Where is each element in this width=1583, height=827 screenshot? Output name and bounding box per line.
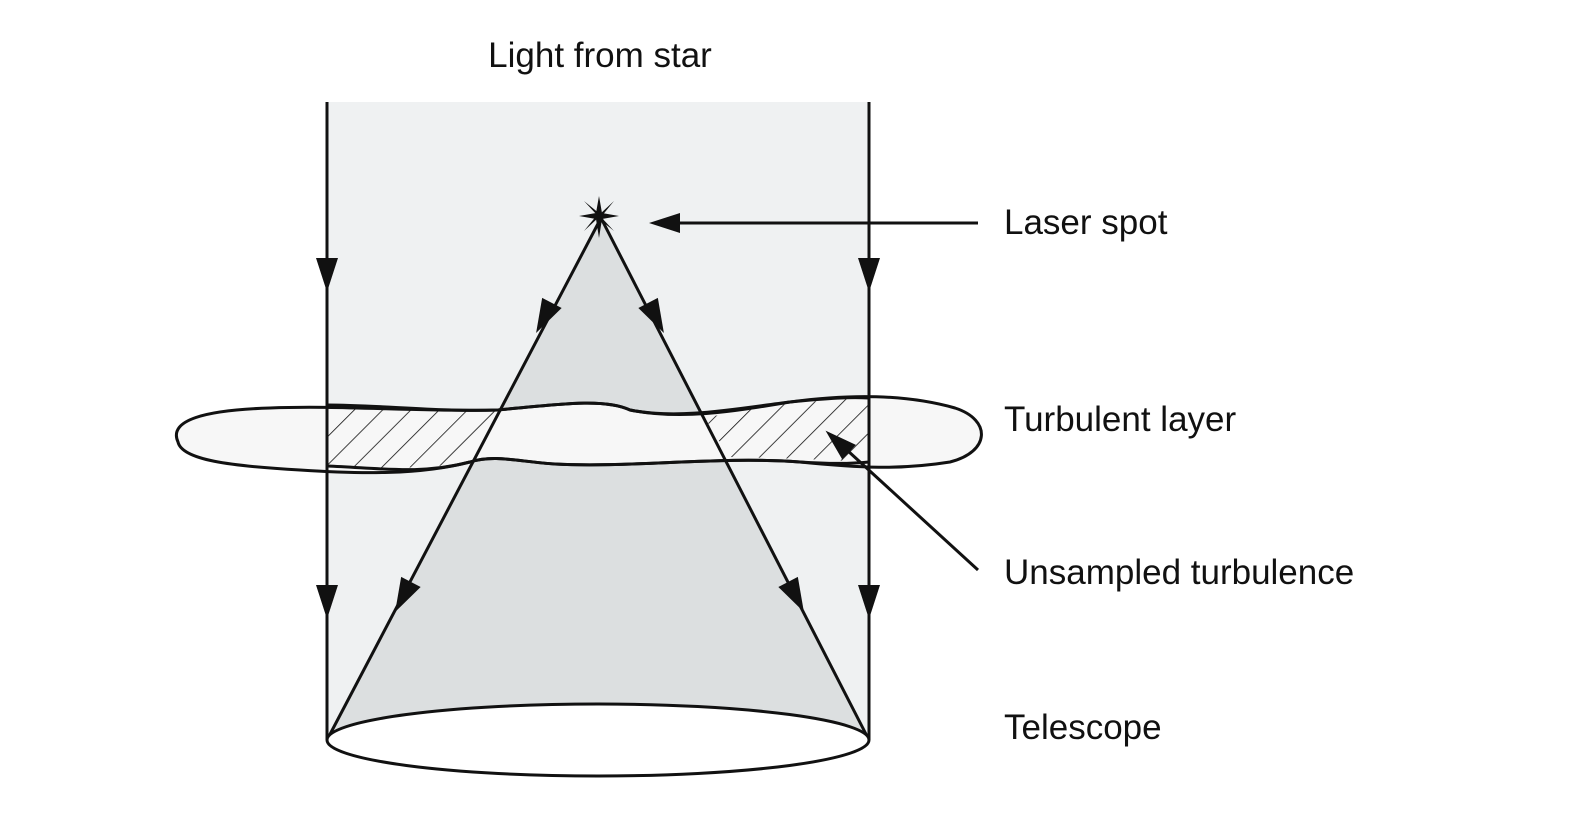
arrowhead-icon bbox=[536, 297, 562, 334]
arrowhead-icon bbox=[778, 576, 804, 613]
laser-cone bbox=[327, 218, 869, 740]
unsampled-turbulence-label: Unsampled turbulence bbox=[1004, 553, 1354, 592]
layer-inner-top-edge bbox=[326, 396, 870, 416]
laser-spot-label: Laser spot bbox=[1004, 203, 1168, 242]
laser-spot-star-icon bbox=[579, 196, 619, 238]
arrowhead-icon bbox=[638, 297, 664, 334]
telescope-aperture bbox=[325, 702, 871, 778]
light-from-star-label: Light from star bbox=[488, 36, 712, 75]
arrowhead-icon bbox=[858, 258, 880, 292]
unsampled-pointer-line bbox=[834, 438, 980, 572]
unsampled-region-left bbox=[327, 405, 498, 468]
arrowhead-icon bbox=[395, 576, 421, 613]
turbulent-layer-label: Turbulent layer bbox=[1004, 400, 1236, 439]
arrowhead-icon bbox=[858, 585, 880, 619]
layer-inner-bottom-edge bbox=[326, 457, 870, 472]
arrowhead-icon bbox=[316, 585, 338, 619]
telescope-label: Telescope bbox=[1004, 708, 1162, 747]
arrowhead-icon bbox=[825, 430, 856, 460]
arrowhead-icon bbox=[649, 213, 680, 233]
unsampled-region-right bbox=[705, 398, 869, 462]
arrowhead-icon bbox=[316, 258, 338, 292]
